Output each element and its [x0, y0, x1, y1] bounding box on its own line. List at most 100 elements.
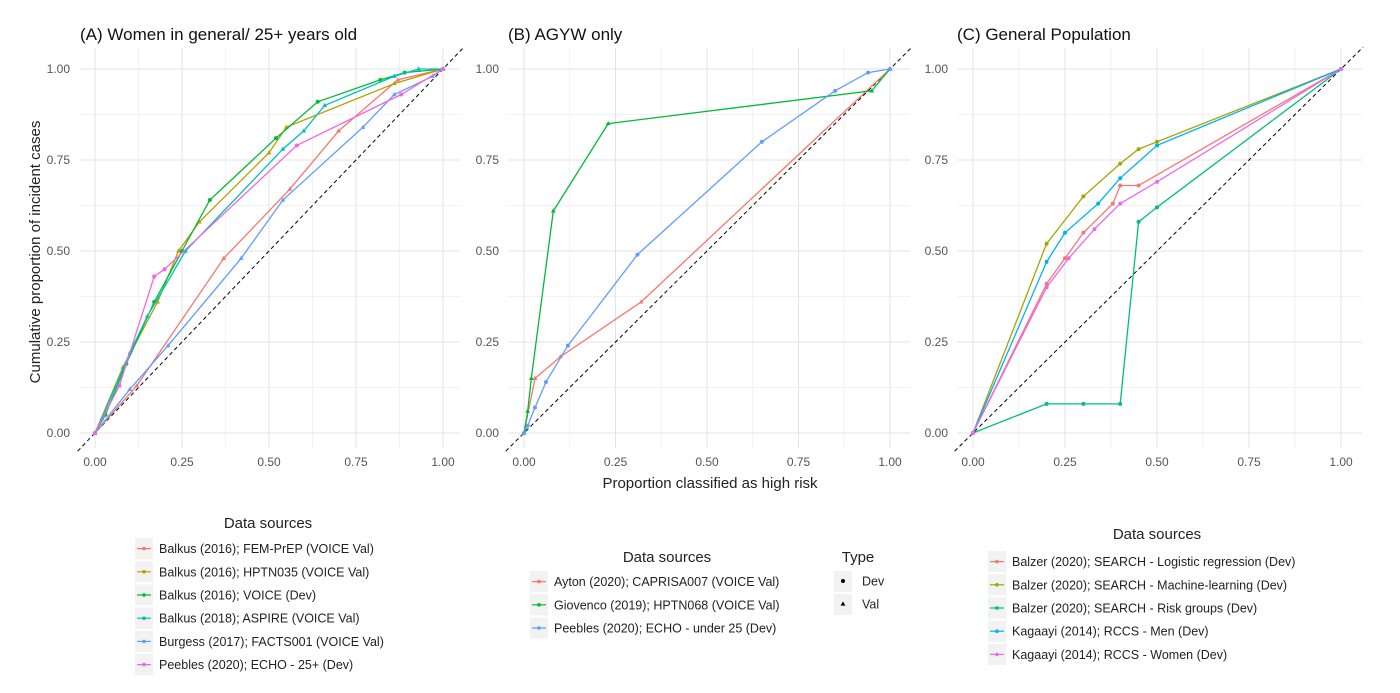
data-point-circle	[1081, 230, 1086, 235]
data-point-triangle	[301, 128, 307, 133]
data-point-triangle	[558, 353, 563, 359]
y-tick-label: 0.00	[476, 426, 500, 440]
data-point-triangle	[528, 375, 534, 380]
data-point-circle	[273, 136, 278, 141]
x-tick-label: 0.50	[695, 455, 719, 469]
legend-b: Data sources Ayton (2020); CAPRISA007 (VO…	[530, 549, 780, 639]
y-tick-label: 0.00	[47, 426, 71, 440]
legend-key-point	[142, 593, 146, 597]
panel-title: (B) AGYW only	[508, 25, 623, 44]
x-tick-label: 0.75	[787, 455, 811, 469]
data-point-circle	[1081, 401, 1086, 406]
data-point-triangle	[155, 299, 161, 304]
data-point-circle	[1118, 176, 1123, 181]
data-point-triangle	[605, 121, 611, 126]
data-point-circle	[1155, 143, 1159, 148]
data-point-triangle	[280, 197, 286, 202]
legend-label: Balkus (2018); ASPIRE (VOICE Val)	[159, 612, 360, 626]
legend-key-point	[142, 662, 146, 667]
data-point-triangle	[525, 408, 531, 413]
circle-marker-icon	[841, 579, 845, 583]
series-5	[971, 67, 1343, 435]
data-point-circle	[399, 92, 404, 97]
data-point-circle	[294, 143, 299, 148]
panel-c: 0.00 0.00 0.25 0.25 0.50 0.50 0.75 0.75 1.00 1.00…	[925, 25, 1364, 469]
type-legend: Type Dev Val	[834, 549, 885, 615]
data-point-triangle	[127, 386, 133, 391]
data-point-circle	[441, 67, 445, 71]
y-tick-label: 0.50	[925, 244, 949, 258]
reference-diagonal-line	[954, 46, 1364, 452]
legend-title: Data sources	[623, 549, 711, 566]
x-tick-label: 0.00	[83, 455, 107, 469]
data-point-triangle	[99, 415, 105, 421]
x-tick-label: 0.00	[961, 455, 985, 469]
data-point-circle	[1118, 183, 1123, 188]
data-point-circle	[888, 67, 892, 71]
data-point-triangle	[395, 77, 401, 82]
panel-title: (A) Women in general/ 25+ years old	[80, 25, 357, 44]
legend-label: Balzer (2020); SEARCH - Machine-learning…	[1012, 578, 1287, 592]
data-point-triangle	[134, 383, 140, 388]
data-point-circle	[532, 405, 537, 410]
reference-diagonal-line	[505, 46, 913, 452]
data-point-triangle	[360, 124, 366, 129]
legend-key-point	[995, 652, 999, 657]
reference-diagonal-line	[77, 46, 465, 452]
y-tick-label: 0.75	[47, 153, 71, 167]
data-point-triangle	[638, 299, 644, 304]
y-tick-label: 0.75	[925, 153, 949, 167]
legend-label: Balkus (2016); FEM-PrEP (VOICE Val)	[159, 542, 374, 556]
data-point-circle	[1118, 401, 1123, 406]
legend-key-point	[537, 579, 541, 584]
data-point-circle	[1044, 241, 1049, 246]
y-tick-label: 0.25	[925, 335, 949, 349]
y-tick-label: 1.00	[925, 62, 949, 76]
data-point-triangle	[391, 80, 397, 86]
legend-key-point	[142, 570, 146, 574]
data-point-circle	[315, 99, 320, 104]
series-1	[92, 66, 446, 435]
panel-title: (C) General Population	[957, 25, 1131, 44]
data-point-circle	[1136, 219, 1141, 224]
legend-key-point	[142, 616, 146, 620]
data-point-circle	[162, 267, 167, 272]
legend-label: Balkus (2016); HPTN035 (VOICE Val)	[159, 565, 369, 579]
x-tick-label: 0.25	[604, 455, 628, 469]
data-point-triangle	[322, 102, 328, 107]
data-point-triangle	[165, 343, 171, 348]
legend-key-point	[995, 606, 999, 610]
data-point-circle	[378, 77, 383, 82]
x-tick-label: 0.50	[1145, 455, 1169, 469]
y-tick-label: 1.00	[47, 62, 71, 76]
data-point-circle	[543, 380, 548, 385]
legend-c: Data sources Balzer (2020); SEARCH - Logi…	[988, 526, 1295, 665]
data-point-circle	[1063, 230, 1067, 235]
legend-key-point	[995, 583, 999, 587]
data-point-triangle	[550, 208, 556, 213]
legend-key-point	[537, 626, 541, 630]
data-point-circle	[522, 431, 526, 435]
y-tick-label: 0.75	[476, 153, 500, 167]
legend-label: Peebles (2020); ECHO - under 25 (Dev)	[554, 622, 776, 636]
data-point-circle	[1155, 139, 1159, 144]
data-point-circle	[565, 343, 570, 348]
y-tick-label: 0.50	[476, 244, 500, 258]
legend-label: Balzer (2020); SEARCH - Logistic regress…	[1012, 555, 1295, 569]
legend-label: Balkus (2016); VOICE (Dev)	[159, 589, 316, 603]
data-point-triangle	[176, 248, 181, 253]
legend-key-point	[995, 629, 999, 633]
data-point-circle	[759, 139, 764, 144]
data-point-circle	[1044, 285, 1049, 290]
data-point-circle	[1118, 201, 1123, 206]
data-point-circle	[117, 383, 122, 388]
y-tick-label: 1.00	[476, 62, 500, 76]
data-point-circle	[1136, 147, 1141, 152]
data-point-circle	[1339, 67, 1343, 71]
data-point-triangle	[336, 128, 341, 133]
legend-label: Giovenco (2019); HPTN068 (VOICE Val)	[554, 598, 780, 612]
x-axis-label: Proportion classified as high risk	[602, 475, 818, 492]
x-tick-label: 1.00	[878, 455, 902, 469]
data-point-circle	[207, 198, 212, 203]
legend-title: Data sources	[224, 515, 312, 532]
